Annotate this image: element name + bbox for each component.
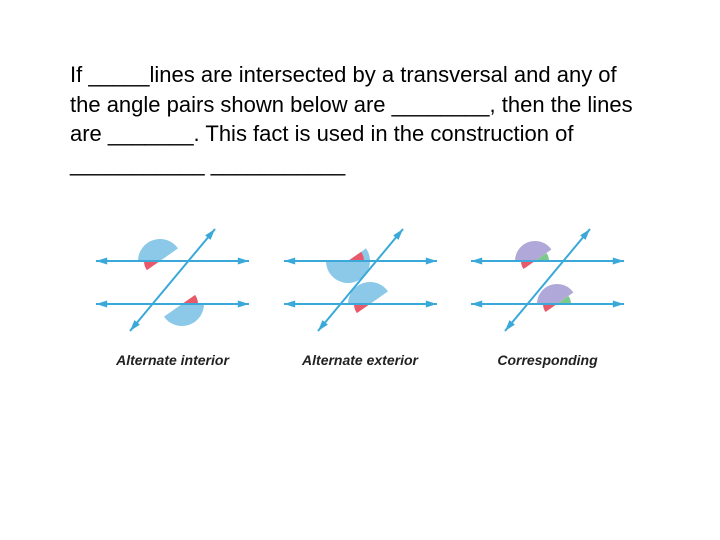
- diagram-1: Alternate exterior: [278, 219, 443, 368]
- fill-blank-text: If _____lines are intersected by a trans…: [70, 60, 650, 179]
- diagram-caption: Alternate interior: [116, 352, 229, 368]
- diagram-caption: Corresponding: [497, 352, 597, 368]
- diagram-svg: [278, 219, 443, 344]
- diagrams-row: Alternate interior Alternate exterior Co…: [70, 219, 650, 368]
- diagram-2: Corresponding: [465, 219, 630, 368]
- diagram-caption: Alternate exterior: [302, 352, 418, 368]
- diagram-svg: [465, 219, 630, 344]
- diagram-svg: [90, 219, 255, 344]
- diagram-0: Alternate interior: [90, 219, 255, 368]
